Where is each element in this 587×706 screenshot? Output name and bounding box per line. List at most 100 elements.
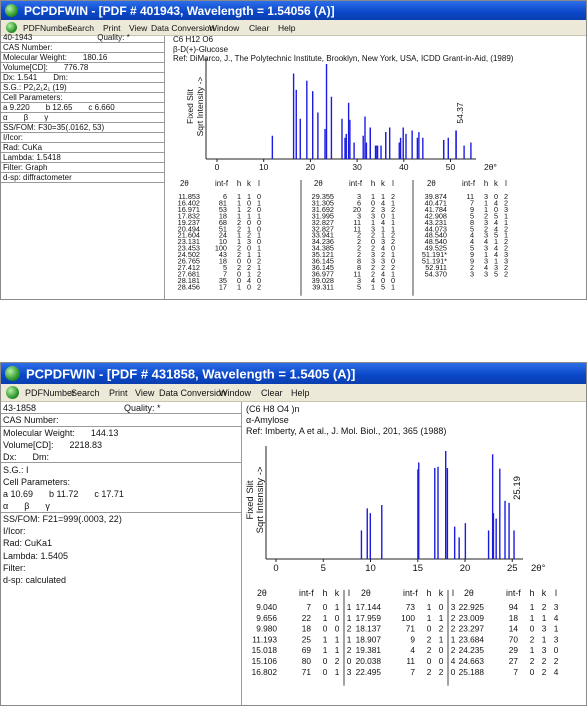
table-cell: 0 (257, 192, 261, 201)
info-line: Volume[CD]: 776.78 (1, 63, 164, 73)
table-cell: 8 (470, 218, 474, 227)
menu-item[interactable]: Search (67, 22, 94, 33)
table-cell: 4 (381, 244, 385, 253)
info-text: α (3, 113, 8, 122)
table-cell: 41.784 (425, 205, 447, 214)
info-line: I/Icor: (1, 133, 164, 143)
table-cell: 2 (391, 205, 395, 214)
info-line: Dx: 1.541 Dm: (1, 73, 164, 83)
table-cell: 100 (401, 613, 415, 623)
table-cell: 2 (484, 224, 488, 233)
table-cell: 1 (542, 613, 547, 623)
info-text: a 10.69 (3, 489, 34, 500)
menu-item[interactable]: Help (278, 22, 296, 33)
table-cell: 44.073 (425, 224, 447, 233)
table-cell: 0 (237, 269, 241, 278)
table-cell: 68 (219, 218, 227, 227)
x-axis-label: 2θ° (484, 162, 497, 172)
table-cell: 70 (509, 634, 519, 644)
table-cell: 5 (470, 224, 474, 233)
table-cell: 5 (470, 211, 474, 220)
table-cell: 9.980 (256, 624, 277, 634)
table-cell: 1 (237, 198, 241, 207)
table-cell: 3 (451, 602, 456, 612)
table-cell: 1 (237, 282, 241, 291)
table-cell: 22.925 (459, 602, 485, 612)
info-text: S.G.: I (3, 464, 29, 475)
menu-item[interactable]: Window (219, 387, 252, 398)
table-cell: 2 (347, 645, 352, 655)
menu-item[interactable]: Print (109, 387, 128, 398)
table-cell: 4 (451, 656, 456, 666)
table-cell: 19.381 (356, 645, 382, 655)
table-cell: 1 (504, 211, 508, 220)
table-cell: 0 (427, 624, 432, 634)
table-cell: 23.684 (459, 634, 485, 644)
menu-item[interactable]: Help (291, 387, 310, 398)
table-cell: 1 (347, 602, 352, 612)
table-cell: 1 (381, 231, 385, 240)
table-cell: 2 (257, 282, 261, 291)
info-text: Lambda: 1.5405 (3, 550, 69, 561)
table-cell: 1 (494, 257, 498, 266)
menu-item[interactable]: Data Conversion (151, 22, 215, 33)
menu-item[interactable]: View (135, 387, 155, 398)
window-title: PCPDFWIN - [PDF # 431858, Wavelength = 1… (26, 366, 356, 381)
table-cell: 0 (323, 602, 328, 612)
table-cell: 53 (219, 205, 227, 214)
table-cell: 1 (484, 250, 488, 259)
table-cell: 2 (357, 250, 361, 259)
menu-item[interactable]: PDFNumber (23, 22, 71, 33)
table-cell: 0 (530, 667, 535, 677)
menu-item[interactable]: Data Conversion (159, 387, 227, 398)
column-header: h (530, 588, 535, 598)
table-cell: 9 (470, 250, 474, 259)
table-cell: 17.832 (178, 211, 200, 220)
table-cell: 18.137 (356, 624, 382, 634)
table-cell: 2 (371, 263, 375, 272)
info-text: c 6.660 (88, 103, 115, 112)
menu-item[interactable]: View (129, 22, 148, 33)
table-cell: 3 (347, 667, 352, 677)
table-cell: 5 (494, 231, 498, 240)
table-cell: 0 (371, 237, 375, 246)
info-text: γ (44, 113, 49, 122)
table-cell: 2 (439, 624, 444, 634)
table-cell: 54.370 (425, 269, 447, 278)
x-tick-label: 20 (306, 162, 316, 172)
column-header: 2θ (257, 588, 267, 598)
menu-item[interactable]: PDFNumber (25, 387, 76, 398)
menu-item[interactable]: Search (71, 387, 100, 398)
table-cell: 18.907 (356, 634, 382, 644)
info-text: 776.78 (63, 63, 89, 72)
menu-item[interactable]: Print (103, 22, 121, 33)
table-cell: 2 (237, 218, 241, 227)
title-bar: PCPDFWIN - [PDF # 431858, Wavelength = 1… (1, 363, 586, 384)
diffraction-plot: 0 5 10 15 20 25 2θ°Fixed Slit Sqrt Intensity ->… (245, 446, 559, 686)
info-line: Cell Parameters: (1, 476, 241, 488)
app-icon (5, 4, 18, 17)
menu-item[interactable]: Window (209, 22, 240, 33)
column-header: 2θ (427, 179, 436, 188)
table-cell: 2 (554, 656, 559, 666)
table-cell: 3 (542, 645, 547, 655)
table-cell: 11 (353, 224, 361, 233)
table-cell: 0 (439, 645, 444, 655)
table-cell: 0 (335, 624, 340, 634)
table-cell: 31.692 (312, 205, 334, 214)
table-cell: 1 (257, 263, 261, 272)
table-cell: 0 (439, 656, 444, 666)
table-cell: 2 (335, 656, 340, 666)
table-cell: 5 (470, 244, 474, 253)
table-cell: 2 (247, 231, 251, 240)
menu-item[interactable]: Clear (249, 22, 270, 33)
table-cell: 34.385 (312, 244, 334, 253)
table-cell: 2 (371, 231, 375, 240)
table-cell: 1 (427, 613, 432, 623)
info-line: Cell Parameters: (1, 93, 164, 103)
compound-header: (C6 H8 O4 )n (246, 404, 300, 414)
table-cell: 2 (347, 624, 352, 634)
table-cell: 36.145 (312, 263, 334, 272)
menu-item[interactable]: Clear (261, 387, 283, 398)
x-tick-label: 25 (507, 563, 518, 574)
